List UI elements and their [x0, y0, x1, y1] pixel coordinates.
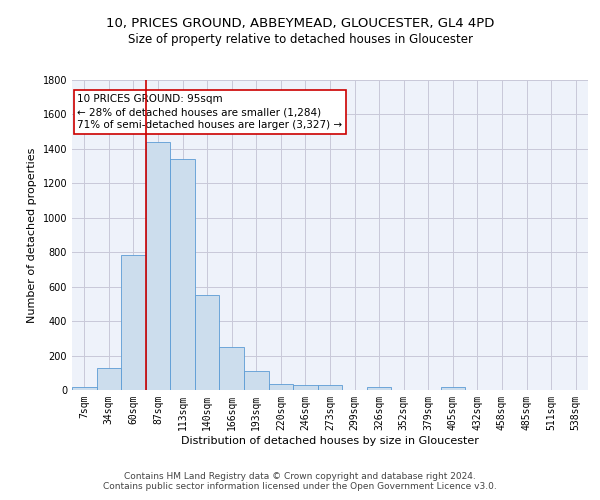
Bar: [440, 386, 465, 390]
Bar: [293, 385, 318, 390]
Bar: [244, 371, 269, 390]
Bar: [72, 388, 97, 390]
Text: Contains HM Land Registry data © Crown copyright and database right 2024.: Contains HM Land Registry data © Crown c…: [124, 472, 476, 481]
Y-axis label: Number of detached properties: Number of detached properties: [27, 148, 37, 322]
Bar: [97, 368, 121, 390]
Bar: [318, 385, 342, 390]
Bar: [269, 384, 293, 390]
X-axis label: Distribution of detached houses by size in Gloucester: Distribution of detached houses by size …: [181, 436, 479, 446]
Text: 10 PRICES GROUND: 95sqm
← 28% of detached houses are smaller (1,284)
71% of semi: 10 PRICES GROUND: 95sqm ← 28% of detache…: [77, 94, 342, 130]
Bar: [121, 255, 146, 390]
Bar: [146, 142, 170, 390]
Text: Size of property relative to detached houses in Gloucester: Size of property relative to detached ho…: [128, 32, 473, 46]
Bar: [220, 348, 244, 390]
Text: Contains public sector information licensed under the Open Government Licence v3: Contains public sector information licen…: [103, 482, 497, 491]
Bar: [170, 159, 195, 390]
Bar: [367, 387, 391, 390]
Text: 10, PRICES GROUND, ABBEYMEAD, GLOUCESTER, GL4 4PD: 10, PRICES GROUND, ABBEYMEAD, GLOUCESTER…: [106, 18, 494, 30]
Bar: [195, 296, 220, 390]
